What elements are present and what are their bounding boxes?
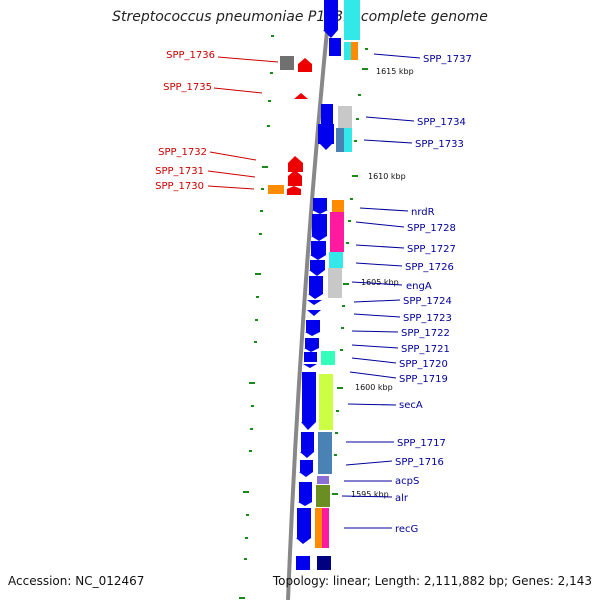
gene-label-spp-1722[interactable]: SPP_1722 bbox=[401, 328, 450, 339]
left-leader-lines bbox=[207, 56, 279, 190]
gene-label-spp-1732[interactable]: SPP_1732 bbox=[158, 147, 207, 158]
gene-label-spp-1728[interactable]: SPP_1728 bbox=[407, 223, 456, 234]
feature-column bbox=[315, 200, 344, 548]
genome-summary-text: Topology: linear; Length: 2,111,882 bp; … bbox=[272, 574, 592, 588]
gene-label-spp-1720[interactable]: SPP_1720 bbox=[399, 359, 448, 370]
genome-axis bbox=[286, 0, 332, 600]
gene-label-acps[interactable]: acpS bbox=[395, 476, 419, 487]
gene-label-spp-1726[interactable]: SPP_1726 bbox=[405, 262, 454, 273]
scale-label-1610: 1610 kbp bbox=[368, 172, 406, 181]
gene-label-spp-1723[interactable]: SPP_1723 bbox=[403, 313, 452, 324]
gene-label-spp-1737[interactable]: SPP_1737 bbox=[423, 54, 472, 65]
gene-label-spp-1721[interactable]: SPP_1721 bbox=[401, 344, 450, 355]
gene-label-nrdr[interactable]: nrdR bbox=[411, 207, 435, 218]
right-gene-labels: SPP_1737 SPP_1734 SPP_1733 nrdR SPP_1728… bbox=[395, 54, 472, 535]
gene-label-enga[interactable]: engA bbox=[406, 281, 432, 292]
gene-label-spp-1719[interactable]: SPP_1719 bbox=[399, 374, 448, 385]
gene-label-spp-1734[interactable]: SPP_1734 bbox=[417, 117, 466, 128]
scale-label-1605: 1605 kbp bbox=[361, 278, 399, 287]
gene-label-recg[interactable]: recG bbox=[395, 524, 418, 535]
scale-label-1595: 1595 kbp bbox=[351, 490, 389, 499]
right-leader-lines bbox=[341, 53, 421, 529]
genome-title: Streptococcus pneumoniae P1031, complete… bbox=[112, 9, 488, 25]
gene-label-spp-1736[interactable]: SPP_1736 bbox=[166, 50, 215, 61]
gene-label-spp-1733[interactable]: SPP_1733 bbox=[415, 139, 464, 150]
gene-label-alr[interactable]: alr bbox=[395, 493, 409, 504]
gene-label-spp-1727[interactable]: SPP_1727 bbox=[407, 244, 456, 255]
scale-label-1600: 1600 kbp bbox=[355, 383, 393, 392]
gene-label-spp-1717[interactable]: SPP_1717 bbox=[397, 438, 446, 449]
gene-label-seca[interactable]: secA bbox=[399, 400, 423, 411]
gene-label-spp-1730[interactable]: SPP_1730 bbox=[155, 181, 204, 192]
left-gene-labels: SPP_1736 SPP_1735 SPP_1732 SPP_1731 SPP_… bbox=[155, 50, 215, 192]
scale-label-1615: 1615 kbp bbox=[376, 67, 414, 76]
gene-label-spp-1731[interactable]: SPP_1731 bbox=[155, 166, 204, 177]
right-ruler bbox=[332, 48, 368, 495]
left-ruler bbox=[239, 35, 274, 599]
top-cluster bbox=[280, 0, 360, 99]
gene-label-spp-1724[interactable]: SPP_1724 bbox=[403, 296, 452, 307]
forward-gene-column bbox=[296, 198, 331, 570]
gene-label-spp-1735[interactable]: SPP_1735 bbox=[163, 82, 212, 93]
mid-upper-cluster bbox=[268, 104, 352, 195]
gene-label-spp-1716[interactable]: SPP_1716 bbox=[395, 457, 444, 468]
accession-text: Accession: NC_012467 bbox=[8, 574, 145, 588]
